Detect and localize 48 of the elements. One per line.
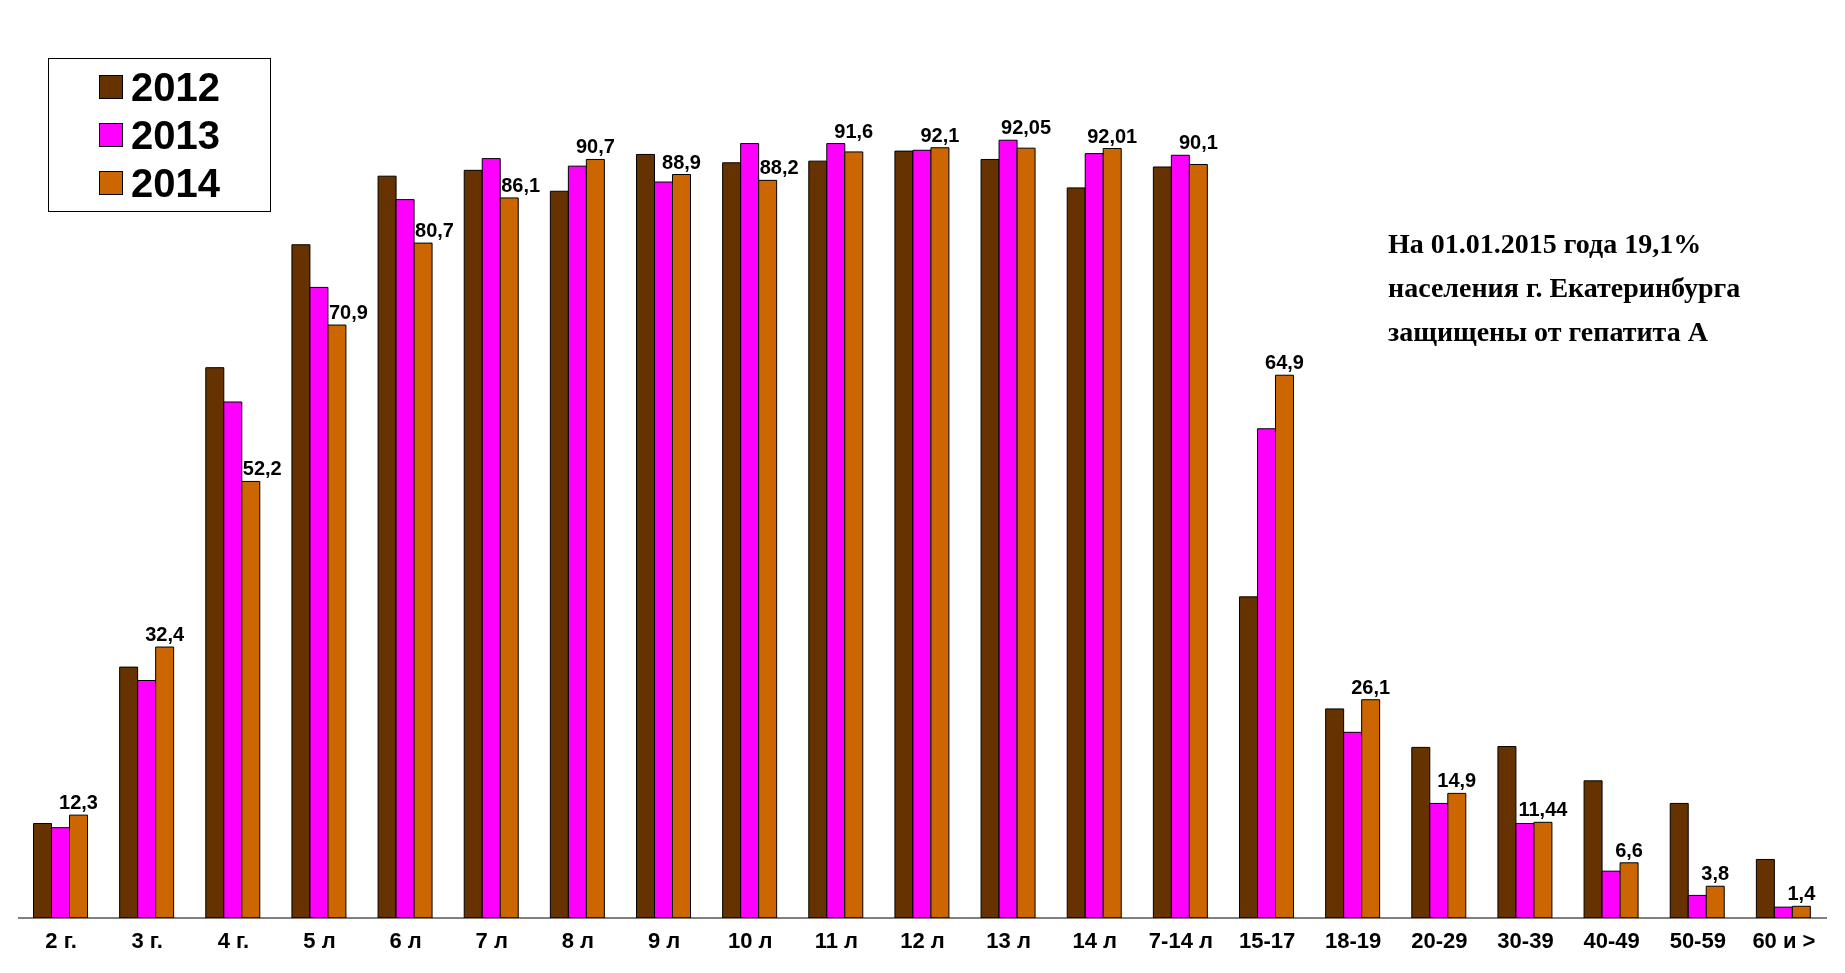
x-tick-label: 8 л [561, 927, 595, 953]
x-tick-label: 7 л [475, 927, 508, 953]
annotation: населения г. Екатеринбурга [1388, 272, 1741, 304]
x-tick-label: 40-49 [1583, 927, 1640, 953]
data-label: 88,9 [662, 150, 701, 173]
data-label: 3,8 [1701, 862, 1730, 885]
x-tick-label: 60 и > [1752, 927, 1816, 953]
x-tick-label: 18-19 [1325, 927, 1382, 953]
x-tick-label: 2 г. [45, 927, 77, 953]
data-label: 1,4 [1787, 882, 1817, 905]
data-label: 92,1 [920, 123, 960, 146]
data-label: 80,7 [415, 219, 455, 242]
x-tick-label: 50-59 [1669, 927, 1726, 953]
data-label: 32,4 [145, 623, 185, 646]
legend-label: 2014 [131, 160, 220, 207]
data-label: 70,9 [328, 301, 368, 324]
data-label: 64,9 [1265, 351, 1304, 374]
data-label: 92,01 [1087, 124, 1138, 147]
legend-label: 2013 [131, 112, 220, 159]
x-tick-label: 3 г. [131, 927, 163, 953]
data-label: 88,2 [759, 156, 799, 179]
annotation: защищены от гепатита А [1388, 316, 1708, 348]
x-tick-label: 4 г. [217, 927, 250, 953]
data-label: 12,3 [59, 791, 98, 814]
x-tick-label: 15-17 [1238, 927, 1296, 953]
x-tick-label: 20-29 [1411, 927, 1468, 953]
data-label: 26,1 [1351, 675, 1391, 698]
x-tick-label: 6 л [389, 927, 422, 953]
data-label: 90,1 [1178, 131, 1218, 154]
data-label: 86,1 [501, 173, 541, 196]
legend-label: 2012 [131, 64, 220, 111]
x-tick-label: 5 л [303, 927, 336, 953]
annotation: На 01.01.2015 года 19,1% [1388, 228, 1702, 260]
x-tick-label: 10 л [727, 927, 773, 953]
data-label: 11,44 [1518, 798, 1569, 821]
data-label: 14,9 [1437, 769, 1477, 792]
x-tick-label: 9 л [647, 927, 681, 953]
x-tick-label: 30-39 [1497, 927, 1554, 953]
x-tick-label: 14 л [1072, 927, 1118, 953]
data-label: 92,05 [1001, 116, 1052, 139]
data-label: 52,2 [242, 457, 282, 480]
data-label: 90,7 [575, 135, 615, 158]
data-label: 6,6 [1615, 838, 1643, 861]
x-tick-label: 12 л [900, 927, 945, 953]
x-tick-label: 11 л [814, 927, 859, 953]
x-tick-label: 13 л [986, 927, 1031, 953]
data-label: 91,6 [834, 119, 874, 142]
x-tick-label: 7-14 л [1148, 927, 1213, 953]
